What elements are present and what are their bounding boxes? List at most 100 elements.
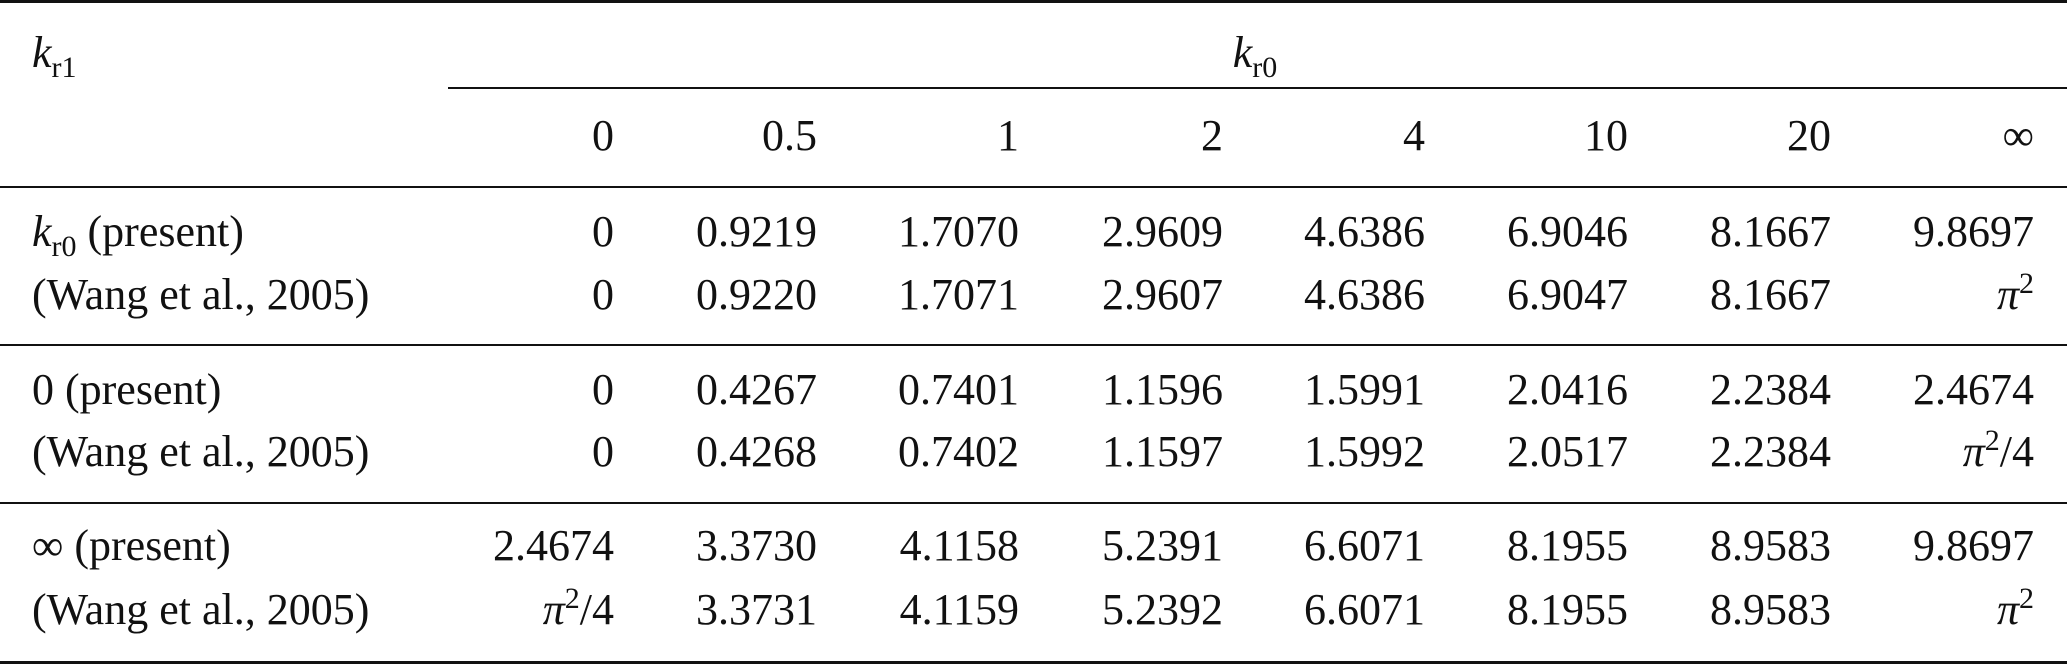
text-segment: k — [1232, 28, 1253, 77]
cell-text: 4.6386 — [1304, 270, 1425, 319]
cell-text: 2.0416 — [1507, 365, 1628, 414]
row-label: (Wang et al., 2005) — [32, 273, 369, 317]
cell: 8.1667 — [1710, 210, 1831, 254]
cell: 2.0416 — [1507, 368, 1628, 412]
cell: π2 — [1997, 269, 2034, 317]
cell-text: 0 — [592, 207, 614, 256]
cell: 1.1597 — [1102, 430, 1223, 474]
cell-text: 0.5 — [762, 111, 817, 160]
cell: 6.6071 — [1304, 588, 1425, 632]
group-rule — [448, 87, 2067, 89]
cell-text: 2 — [1201, 111, 1223, 160]
cell-text: 9.8697 — [1913, 521, 2034, 570]
cell-text: 2.9609 — [1102, 207, 1223, 256]
column-header: 2 — [1201, 114, 1223, 158]
cell: 1.7070 — [898, 210, 1019, 254]
cell-text: 3.3731 — [696, 585, 817, 634]
corner-header: kr1 — [32, 28, 77, 83]
cell: 2.2384 — [1710, 368, 1831, 412]
cell-text: 0.7402 — [898, 427, 1019, 476]
group-separator — [0, 502, 2067, 504]
cell: 4.1159 — [900, 588, 1019, 632]
cell: 0.7401 — [898, 368, 1019, 412]
cell-text: 9.8697 — [1913, 207, 2034, 256]
cell: 3.3730 — [696, 524, 817, 568]
cell: 8.1667 — [1710, 273, 1831, 317]
cell-text: 2.4674 — [493, 521, 614, 570]
cell-text: (Wang et al., 2005) — [32, 270, 370, 319]
cell: 1.5992 — [1304, 430, 1425, 474]
cell-text: 2.2384 — [1710, 365, 1831, 414]
cell: 8.1955 — [1507, 524, 1628, 568]
cell-text: 0 — [592, 270, 614, 319]
cell-text: 1.5992 — [1304, 427, 1425, 476]
cell-text: ∞ (present) — [32, 521, 231, 570]
cell: 2.0517 — [1507, 430, 1628, 474]
cell-text: 0.9220 — [696, 270, 817, 319]
cell-text: (Wang et al., 2005) — [32, 585, 370, 634]
cell-text: 1.7070 — [898, 207, 1019, 256]
cell: 2.4674 — [493, 524, 614, 568]
column-header: ∞ — [2003, 114, 2034, 158]
cell: π2/4 — [542, 584, 614, 634]
cell: 1.1596 — [1102, 368, 1223, 412]
cell-text: 0.4267 — [696, 365, 817, 414]
group-header: kr0 — [1232, 28, 1278, 83]
cell: 1.7071 — [898, 273, 1019, 317]
cell-text: 8.9583 — [1710, 521, 1831, 570]
text-segment: (present) — [76, 207, 244, 256]
column-header: 20 — [1787, 114, 1831, 158]
column-header: 0.5 — [762, 114, 817, 158]
cell-text: 1.5991 — [1304, 365, 1425, 414]
cell: 0.7402 — [898, 430, 1019, 474]
cell: 4.1158 — [900, 524, 1019, 568]
cell-text: 4 — [1403, 111, 1425, 160]
cell-text: 2.0517 — [1507, 427, 1628, 476]
bottom-rule — [0, 661, 2067, 664]
text-segment: π — [1962, 427, 1985, 476]
text-segment: /4 — [579, 585, 614, 634]
cell: 9.8697 — [1913, 524, 2034, 568]
cell-text: 8.1667 — [1710, 207, 1831, 256]
text-segment: r1 — [51, 51, 77, 84]
cell: 6.6071 — [1304, 524, 1425, 568]
cell-text: 6.6071 — [1304, 521, 1425, 570]
cell-text: 1.1596 — [1102, 365, 1223, 414]
cell: 0 — [592, 273, 614, 317]
text-segment: r0 — [51, 230, 77, 263]
cell: 8.9583 — [1710, 524, 1831, 568]
text-segment: 2 — [2019, 582, 2034, 615]
cell-text: (Wang et al., 2005) — [32, 427, 370, 476]
cell: 2.9607 — [1102, 273, 1223, 317]
text-segment: π — [542, 585, 565, 634]
text-segment: r0 — [1252, 51, 1278, 84]
cell-text: 8.1667 — [1710, 270, 1831, 319]
cell-text: 0 — [592, 111, 614, 160]
cell-text: 0 — [592, 365, 614, 414]
text-segment: k — [32, 28, 52, 77]
cell: 0.9219 — [696, 210, 817, 254]
cell: 4.6386 — [1304, 210, 1425, 254]
cell: 0.4267 — [696, 368, 817, 412]
cell: 0 — [592, 368, 614, 412]
cell: 8.1955 — [1507, 588, 1628, 632]
cell: 5.2392 — [1102, 588, 1223, 632]
cell-text: 4.1159 — [899, 585, 1019, 634]
row-label: (Wang et al., 2005) — [32, 430, 369, 474]
text-segment: 2 — [564, 582, 580, 615]
cell: 5.2391 — [1102, 524, 1223, 568]
cell: 8.9583 — [1710, 588, 1831, 632]
cell-text: 0.7401 — [898, 365, 1019, 414]
cell-text: 1.1597 — [1102, 427, 1223, 476]
cell: 0.9220 — [696, 273, 817, 317]
column-header: 0 — [592, 114, 614, 158]
text-segment: k — [32, 207, 52, 256]
cell-text: 2.9607 — [1102, 270, 1223, 319]
cell: 1.5991 — [1304, 368, 1425, 412]
column-header: 1 — [997, 114, 1019, 158]
cell-text: 0.4268 — [696, 427, 817, 476]
cell: 2.4674 — [1913, 368, 2034, 412]
header-rule — [0, 186, 2067, 188]
cell-text: 3.3730 — [696, 521, 817, 570]
group-separator — [0, 344, 2067, 346]
